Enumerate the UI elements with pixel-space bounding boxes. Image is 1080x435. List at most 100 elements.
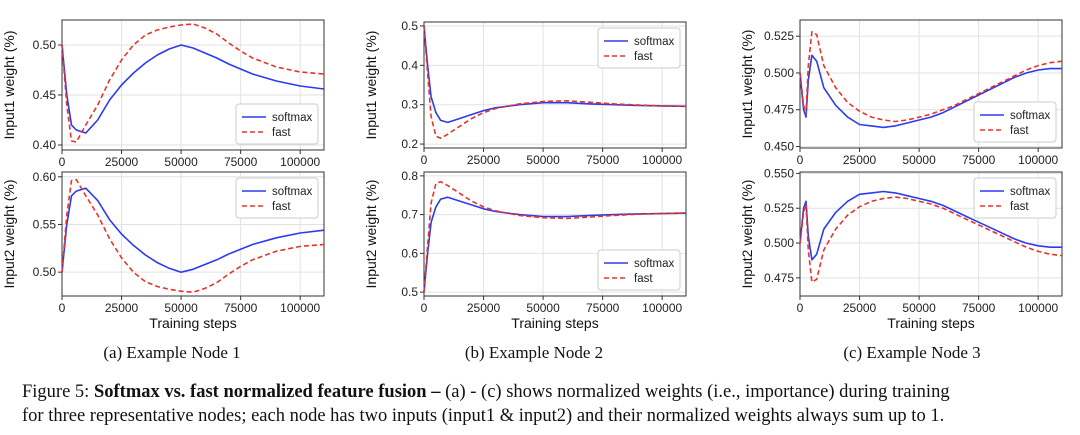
y-tick-label: 0.5	[401, 285, 418, 299]
x-tick-label: 25000	[467, 153, 501, 167]
y-tick-label: 0.550	[764, 166, 794, 180]
caption-line1-rest: (a) - (c) shows normalized weights (i.e.…	[440, 382, 950, 402]
x-tick-label: 100000	[642, 153, 682, 167]
y-axis-label: Input2 weight (%)	[739, 180, 755, 289]
plot-frame	[799, 19, 1063, 149]
subcaption-2: (b) Example Node 2	[465, 343, 603, 362]
plot-frame	[61, 171, 325, 297]
legend-label-softmax: softmax	[272, 186, 313, 198]
x-tick-label: 0	[59, 155, 66, 169]
legend-label-fast: fast	[634, 51, 653, 63]
plot-frame	[423, 21, 687, 149]
chart-panel-c-top: 0 25000 50000 75000 100000 0.450 0.475 0.500 0.5…	[739, 19, 1063, 167]
legend-label-fast: fast	[272, 127, 291, 139]
y-tick-label: 0.475	[764, 271, 794, 285]
y-tick-label: 0.525	[764, 29, 794, 43]
x-tick-label: 100000	[1018, 153, 1058, 167]
y-axis-label: Input1 weight (%)	[363, 31, 379, 140]
x-tick-label: 75000	[962, 301, 996, 315]
legend: softmax fast	[973, 101, 1057, 143]
caption-line2: for three representative nodes; each nod…	[22, 406, 945, 426]
x-tick-label: 100000	[1018, 301, 1058, 315]
x-tick-label: 75000	[224, 301, 258, 315]
series-line-fast	[61, 23, 325, 143]
legend: softmax fast	[597, 249, 681, 291]
caption-bold-title: Softmax vs. fast normalized feature fusi…	[93, 382, 441, 402]
chart-panel-b-bottom: 0 25000 50000 75000 100000 0.5 0.6 0.7 0.8 Input2…	[363, 169, 687, 331]
legend-label-fast: fast	[272, 201, 291, 213]
chart-panel-a-bottom: 0 25000 50000 75000 100000 0.50 0.55 0.60 Input2…	[1, 170, 325, 331]
x-tick-label: 50000	[902, 301, 936, 315]
y-axis-label: Input2 weight (%)	[1, 180, 17, 289]
x-tick-label: 50000	[526, 153, 560, 167]
y-tick-label: 0.500	[764, 66, 794, 80]
legend: softmax fast	[235, 177, 319, 219]
y-tick-label: 0.8	[401, 169, 418, 183]
series-line-softmax	[799, 190, 1062, 261]
y-axis-label: Input2 weight (%)	[363, 180, 379, 289]
y-axis-label: Input1 weight (%)	[739, 30, 755, 139]
y-tick-label: 0.55	[33, 217, 57, 231]
y-tick-label: 0.45	[33, 88, 57, 102]
y-tick-label: 0.4	[401, 58, 418, 72]
x-tick-label: 75000	[586, 153, 620, 167]
legend-box	[597, 249, 681, 291]
x-tick-label: 0	[421, 153, 428, 167]
plot-frame	[61, 19, 325, 151]
x-tick-label: 0	[797, 301, 804, 315]
series-line-softmax	[423, 25, 687, 124]
x-tick-label: 50000	[526, 301, 560, 315]
y-tick-label: 0.500	[764, 236, 794, 250]
x-tick-label: 25000	[467, 301, 501, 315]
legend-label-fast: fast	[1010, 201, 1029, 213]
x-tick-label: 100000	[280, 155, 320, 169]
y-tick-label: 0.5	[401, 19, 418, 33]
legend-label-softmax: softmax	[272, 112, 313, 124]
x-tick-label: 25000	[843, 301, 877, 315]
series-line-fast	[799, 196, 1063, 283]
legend: softmax fast	[597, 27, 681, 69]
series-line-fast	[61, 178, 325, 294]
chart-panel-b-top: 0 25000 50000 75000 100000 0.2 0.3 0.4 0.5 Input1…	[363, 19, 687, 167]
legend-box	[235, 177, 319, 219]
series-line-fast	[423, 25, 687, 139]
plot-frame	[799, 171, 1063, 297]
y-tick-label: 0.7	[401, 208, 418, 222]
y-tick-label: 0.525	[764, 201, 794, 215]
x-tick-label: 75000	[962, 153, 996, 167]
x-tick-label: 25000	[105, 155, 139, 169]
x-tick-label: 75000	[586, 301, 620, 315]
legend-box	[597, 27, 681, 69]
subcaption-3: (c) Example Node 3	[843, 343, 980, 362]
legend-label-fast: fast	[1010, 125, 1029, 137]
y-axis-label: Input1 weight (%)	[1, 31, 17, 140]
legend-box	[973, 101, 1057, 143]
y-tick-label: 0.60	[33, 170, 57, 184]
x-tick-label: 75000	[224, 155, 258, 169]
figure-caption: Figure 5: Softmax vs. fast normalized fe…	[22, 380, 1072, 428]
series-line-softmax	[61, 187, 325, 274]
x-tick-label: 25000	[843, 153, 877, 167]
chart-panel-c-bottom: 0 25000 50000 75000 100000 0.475 0.500 0.525 0.5…	[739, 166, 1063, 331]
x-tick-label: 50000	[164, 155, 198, 169]
legend-box	[973, 177, 1057, 219]
x-tick-label: 0	[797, 153, 804, 167]
x-axis-label: Training steps	[887, 315, 974, 331]
legend-label-softmax: softmax	[1010, 110, 1051, 122]
x-tick-label: 25000	[105, 301, 139, 315]
legend-label-softmax: softmax	[634, 258, 675, 270]
caption-prefix: Figure 5:	[22, 382, 94, 402]
legend-box	[235, 103, 319, 145]
y-tick-label: 0.475	[764, 103, 794, 117]
x-axis-label: Training steps	[511, 315, 598, 331]
legend-label-softmax: softmax	[634, 36, 675, 48]
legend: softmax fast	[973, 177, 1057, 219]
subcaption-1: (a) Example Node 1	[103, 343, 240, 362]
chart-panel-a-top: 0 25000 50000 75000 100000 0.40 0.45 0.50 Input1…	[1, 19, 325, 169]
y-tick-label: 0.2	[401, 137, 418, 151]
legend-label-fast: fast	[634, 273, 653, 285]
series-line-softmax	[61, 44, 325, 134]
y-tick-label: 0.50	[33, 265, 57, 279]
legend-label-softmax: softmax	[1010, 186, 1051, 198]
y-tick-label: 0.3	[401, 98, 418, 112]
